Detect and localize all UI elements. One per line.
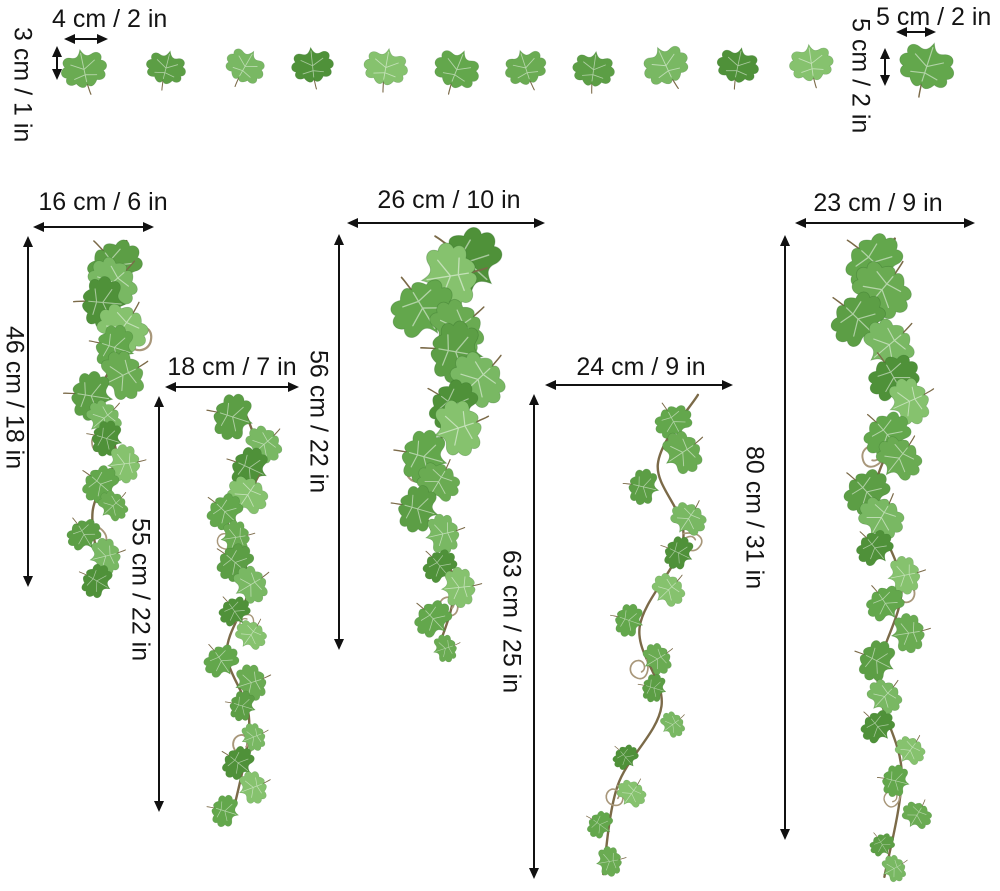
ivy-leaf-icon <box>663 490 717 544</box>
ivy-leaf-icon <box>633 669 671 707</box>
vine-5-width-arrow <box>795 218 975 228</box>
ivy-leaf-icon <box>610 770 655 814</box>
ivy-leaf-icon <box>786 40 838 92</box>
vine-5-height-label: 80 cm / 31 in <box>740 446 769 590</box>
vine-1-width-arrow <box>33 222 154 232</box>
ivy-vine-illustration-1 <box>57 221 163 605</box>
vine-2-width-label: 18 cm / 7 in <box>167 353 297 381</box>
width-arrow-left-leaf <box>64 34 108 44</box>
ivy-leaf-icon <box>428 629 466 667</box>
ivy-vine-illustration-4 <box>578 392 717 880</box>
ivy-leaf-icon <box>711 42 763 94</box>
width-arrow-right-leaf <box>896 27 936 37</box>
vine-1-width-label: 16 cm / 6 in <box>38 188 168 216</box>
ivy-leaf-icon <box>888 726 934 772</box>
height-arrow-right-leaf <box>880 48 890 86</box>
height-arrow-left-leaf <box>52 46 62 80</box>
vine-4-width-arrow <box>545 380 733 390</box>
ivy-leaf-icon <box>425 41 487 103</box>
ivy-leaf-icon <box>593 843 630 880</box>
vine-4-height-arrow <box>529 394 539 879</box>
vine-1-height-arrow <box>23 236 33 587</box>
ivy-leaf-icon <box>889 33 962 106</box>
ivy-leaf-icon <box>140 45 191 96</box>
ivy-vine-illustration-5 <box>813 215 945 887</box>
ivy-leaf-icon <box>359 44 412 97</box>
ivy-leaf-icon <box>876 848 915 887</box>
leaf-width-label-right: 5 cm / 2 in <box>876 3 992 31</box>
vine-3-width-label: 26 cm / 10 in <box>377 186 521 214</box>
ivy-vine-illustration-3 <box>374 206 524 667</box>
ivy-leaf-icon <box>896 791 940 836</box>
ivy-leaf-icon <box>635 37 699 100</box>
leaf-height-label-right: 5 cm / 2 in <box>846 18 875 134</box>
vine-5-height-arrow <box>780 235 790 840</box>
ivy-leaf-icon <box>568 47 618 97</box>
ivy-leaf-icon <box>636 635 682 681</box>
vine-1-height-label: 46 cm / 18 in <box>0 326 29 470</box>
ivy-leaf-icon <box>873 760 914 801</box>
vine-2-height-arrow <box>154 396 164 812</box>
vine-3-width-arrow <box>347 218 545 228</box>
vine-2-width-arrow <box>165 382 299 392</box>
vine-5-width-label: 23 cm / 9 in <box>813 189 943 217</box>
ivy-leaf-icon <box>289 44 337 92</box>
ivy-leaf-icon <box>845 630 904 689</box>
vine-4-width-label: 24 cm / 9 in <box>576 353 706 381</box>
ivy-vine-illustration-2 <box>194 385 295 832</box>
ivy-leaf-icon <box>499 43 554 98</box>
ivy-leaf-icon <box>604 736 644 776</box>
vine-3-height-arrow <box>334 234 344 650</box>
vine-2-height-label: 55 cm / 22 in <box>126 518 155 662</box>
leaf-height-label-left: 3 cm / 1 in <box>8 27 37 143</box>
ivy-leaf-icon <box>618 464 664 509</box>
vine-4-height-label: 63 cm / 25 in <box>497 550 526 694</box>
vine-3-height-label: 56 cm / 22 in <box>304 350 333 494</box>
leaf-width-label-left: 4 cm / 2 in <box>52 5 168 33</box>
ivy-leaf-icon <box>215 40 272 97</box>
ivy-leaf-icon <box>56 44 113 100</box>
